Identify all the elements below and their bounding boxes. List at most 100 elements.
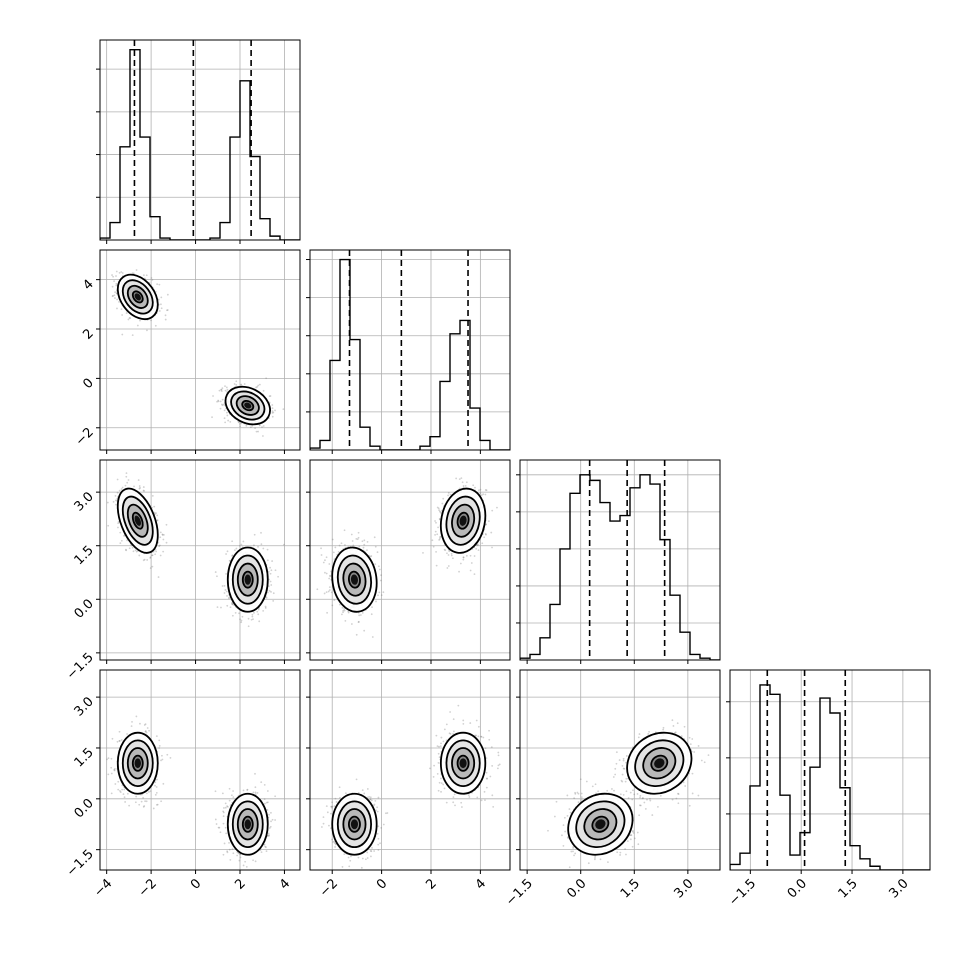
density-panel-3-2	[547, 719, 710, 869]
y-tick-label-3-1: 0.0	[72, 796, 97, 821]
x-tick-label-3-2: 1.5	[836, 876, 861, 901]
panel-frame-1-1	[309, 249, 511, 451]
density-blob-3-2-1	[626, 731, 693, 795]
x-tick-label-1-1: 0	[374, 876, 390, 892]
panel-2-1	[306, 459, 511, 664]
y-tick-label-2-1: 0.0	[72, 597, 97, 622]
contour-3-1-1-3	[439, 731, 487, 795]
contour-3-2-0-1	[583, 808, 618, 841]
x-tick-label-0-3: 2	[232, 876, 248, 892]
contour-2-0-1-0	[241, 570, 254, 589]
contour-1-0-0-1	[126, 284, 149, 309]
contour-1-0-1-3	[224, 385, 271, 426]
contour-2-0-0-0	[131, 511, 144, 530]
contour-2-1-0-2	[336, 554, 373, 605]
contour-1-0-0-3	[116, 273, 159, 321]
contour-1-0-0-2	[121, 279, 154, 315]
panel-2-2	[516, 459, 721, 664]
contour-3-1-1-0	[456, 754, 470, 772]
contour-3-2-0-0	[591, 815, 610, 833]
panel-1-1	[306, 249, 511, 454]
contour-3-1-0-0	[347, 815, 361, 833]
density-blob-2-1-1	[439, 487, 487, 554]
histogram-0	[100, 49, 300, 240]
contour-3-1-0-1	[342, 808, 367, 841]
density-panel-2-0	[106, 472, 285, 628]
panel-frame-3-2	[519, 669, 721, 871]
density-blob-2-1-0	[331, 546, 378, 613]
y-tick-label-2-2: 1.5	[72, 543, 97, 568]
panel-3-2	[516, 669, 721, 874]
y-tick-label-1-1: 0	[80, 376, 96, 392]
histogram-panel-0	[100, 40, 300, 240]
contour-3-0-0-0	[131, 754, 144, 772]
panel-frame-2-1	[309, 459, 511, 661]
histogram-3	[730, 684, 930, 870]
density-panel-2-1	[316, 477, 498, 638]
contour-2-0-1-3	[226, 546, 269, 613]
density-blob-3-1-0	[331, 792, 378, 856]
x-tick-label-0-1: −2	[136, 876, 160, 900]
x-tick-label-0-2: 0	[188, 876, 204, 892]
contour-3-1-1-1	[451, 747, 476, 780]
panel-3-3	[726, 669, 931, 874]
x-tick-label-1-3: 4	[473, 876, 489, 892]
histogram-panel-3	[730, 670, 930, 870]
contour-3-0-0-3	[116, 731, 159, 795]
density-panel-3-1	[321, 704, 501, 870]
contour-3-2-0-3	[567, 792, 634, 856]
y-tick-label-3-3: 3.0	[72, 694, 97, 719]
panel-frame-3-0	[99, 669, 301, 871]
contour-1-0-0-0	[131, 290, 144, 304]
contour-2-0-0-1	[126, 503, 149, 538]
histogram-1	[310, 258, 510, 450]
contour-2-1-0-0	[347, 570, 361, 589]
x-tick-label-0-0: −4	[91, 876, 115, 900]
x-tick-label-1-2: 2	[423, 876, 439, 892]
density-blob-1-0-0	[116, 273, 159, 321]
density-blob-2-0-0	[116, 487, 159, 554]
y-tick-label-3-0: −1.5	[64, 847, 97, 880]
y-tick-label-1-3: 4	[80, 277, 96, 293]
panel-3-0	[96, 669, 301, 874]
x-tick-label-0-4: 4	[277, 876, 293, 892]
histogram-panel-2	[520, 460, 720, 660]
contour-3-2-1-0	[650, 754, 669, 772]
contour-3-0-1-3	[226, 792, 269, 856]
y-tick-label-1-2: 2	[80, 326, 96, 342]
contour-1-0-1-1	[235, 395, 260, 416]
x-tick-label-2-0: −1.5	[503, 876, 536, 909]
histogram-2	[520, 474, 720, 660]
panel-2-0	[96, 459, 301, 664]
histogram-panel-1	[310, 250, 510, 450]
density-panel-3-0	[106, 715, 277, 868]
panel-frame-1-0	[99, 249, 301, 451]
contour-2-1-1-1	[451, 503, 476, 538]
density-blob-3-1-1	[439, 731, 487, 795]
y-tick-label-3-2: 1.5	[72, 745, 97, 770]
panel-1-0	[96, 249, 301, 454]
x-tick-label-2-1: 0.0	[564, 876, 589, 901]
contour-2-1-1-3	[439, 487, 487, 554]
contour-3-1-1-2	[445, 739, 481, 788]
panel-0-0	[96, 39, 301, 244]
contour-3-2-1-3	[626, 731, 693, 795]
density-blob-3-0-1	[226, 792, 269, 856]
contour-2-1-0-3	[331, 546, 378, 613]
contour-3-1-0-3	[331, 792, 378, 856]
contour-2-1-1-0	[456, 511, 470, 530]
density-blob-1-0-1	[224, 385, 271, 426]
panel-frame-2-0	[99, 459, 301, 661]
contour-2-1-1-2	[445, 495, 481, 546]
density-panel-1-0	[111, 269, 285, 437]
contour-2-0-0-2	[121, 495, 154, 546]
contour-3-0-1-0	[241, 815, 254, 833]
contour-3-0-1-2	[231, 800, 264, 849]
contour-1-0-1-2	[230, 390, 266, 421]
panel-frame-0-0	[99, 39, 301, 241]
x-tick-label-3-1: 0.0	[785, 876, 810, 901]
contour-3-1-0-2	[336, 800, 373, 849]
y-tick-label-2-0: −1.5	[64, 650, 97, 683]
contour-2-0-1-1	[236, 562, 259, 597]
